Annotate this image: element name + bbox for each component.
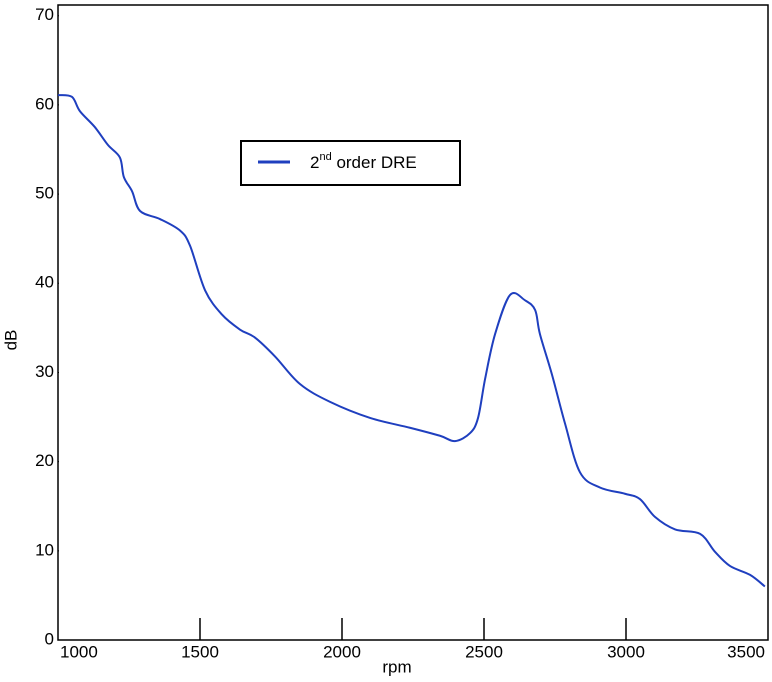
x-tick-label: 3500	[727, 642, 765, 661]
x-axis-label: rpm	[382, 657, 411, 676]
y-tick-label: 10	[35, 540, 54, 559]
data-line	[57, 94, 766, 588]
x-tick-label: 2000	[323, 642, 361, 661]
y-tick-label: 50	[35, 184, 54, 203]
plot-frame	[57, 4, 769, 641]
x-tick-label: 1000	[60, 642, 98, 661]
legend-label: 2nd order DRE	[310, 151, 417, 173]
y-tick-label: 20	[35, 451, 54, 470]
y-tick-label: 30	[35, 362, 54, 381]
x-tick-label: 2500	[465, 642, 503, 661]
y-axis-label: dB	[1, 330, 20, 351]
y-tick-label: 60	[35, 94, 54, 113]
x-tick-label: 1500	[181, 642, 219, 661]
y-tick-label: 70	[35, 5, 54, 24]
x-tick-label: 3000	[607, 642, 645, 661]
y-tick-label: 40	[35, 273, 54, 292]
y-tick-label: 0	[45, 629, 54, 648]
